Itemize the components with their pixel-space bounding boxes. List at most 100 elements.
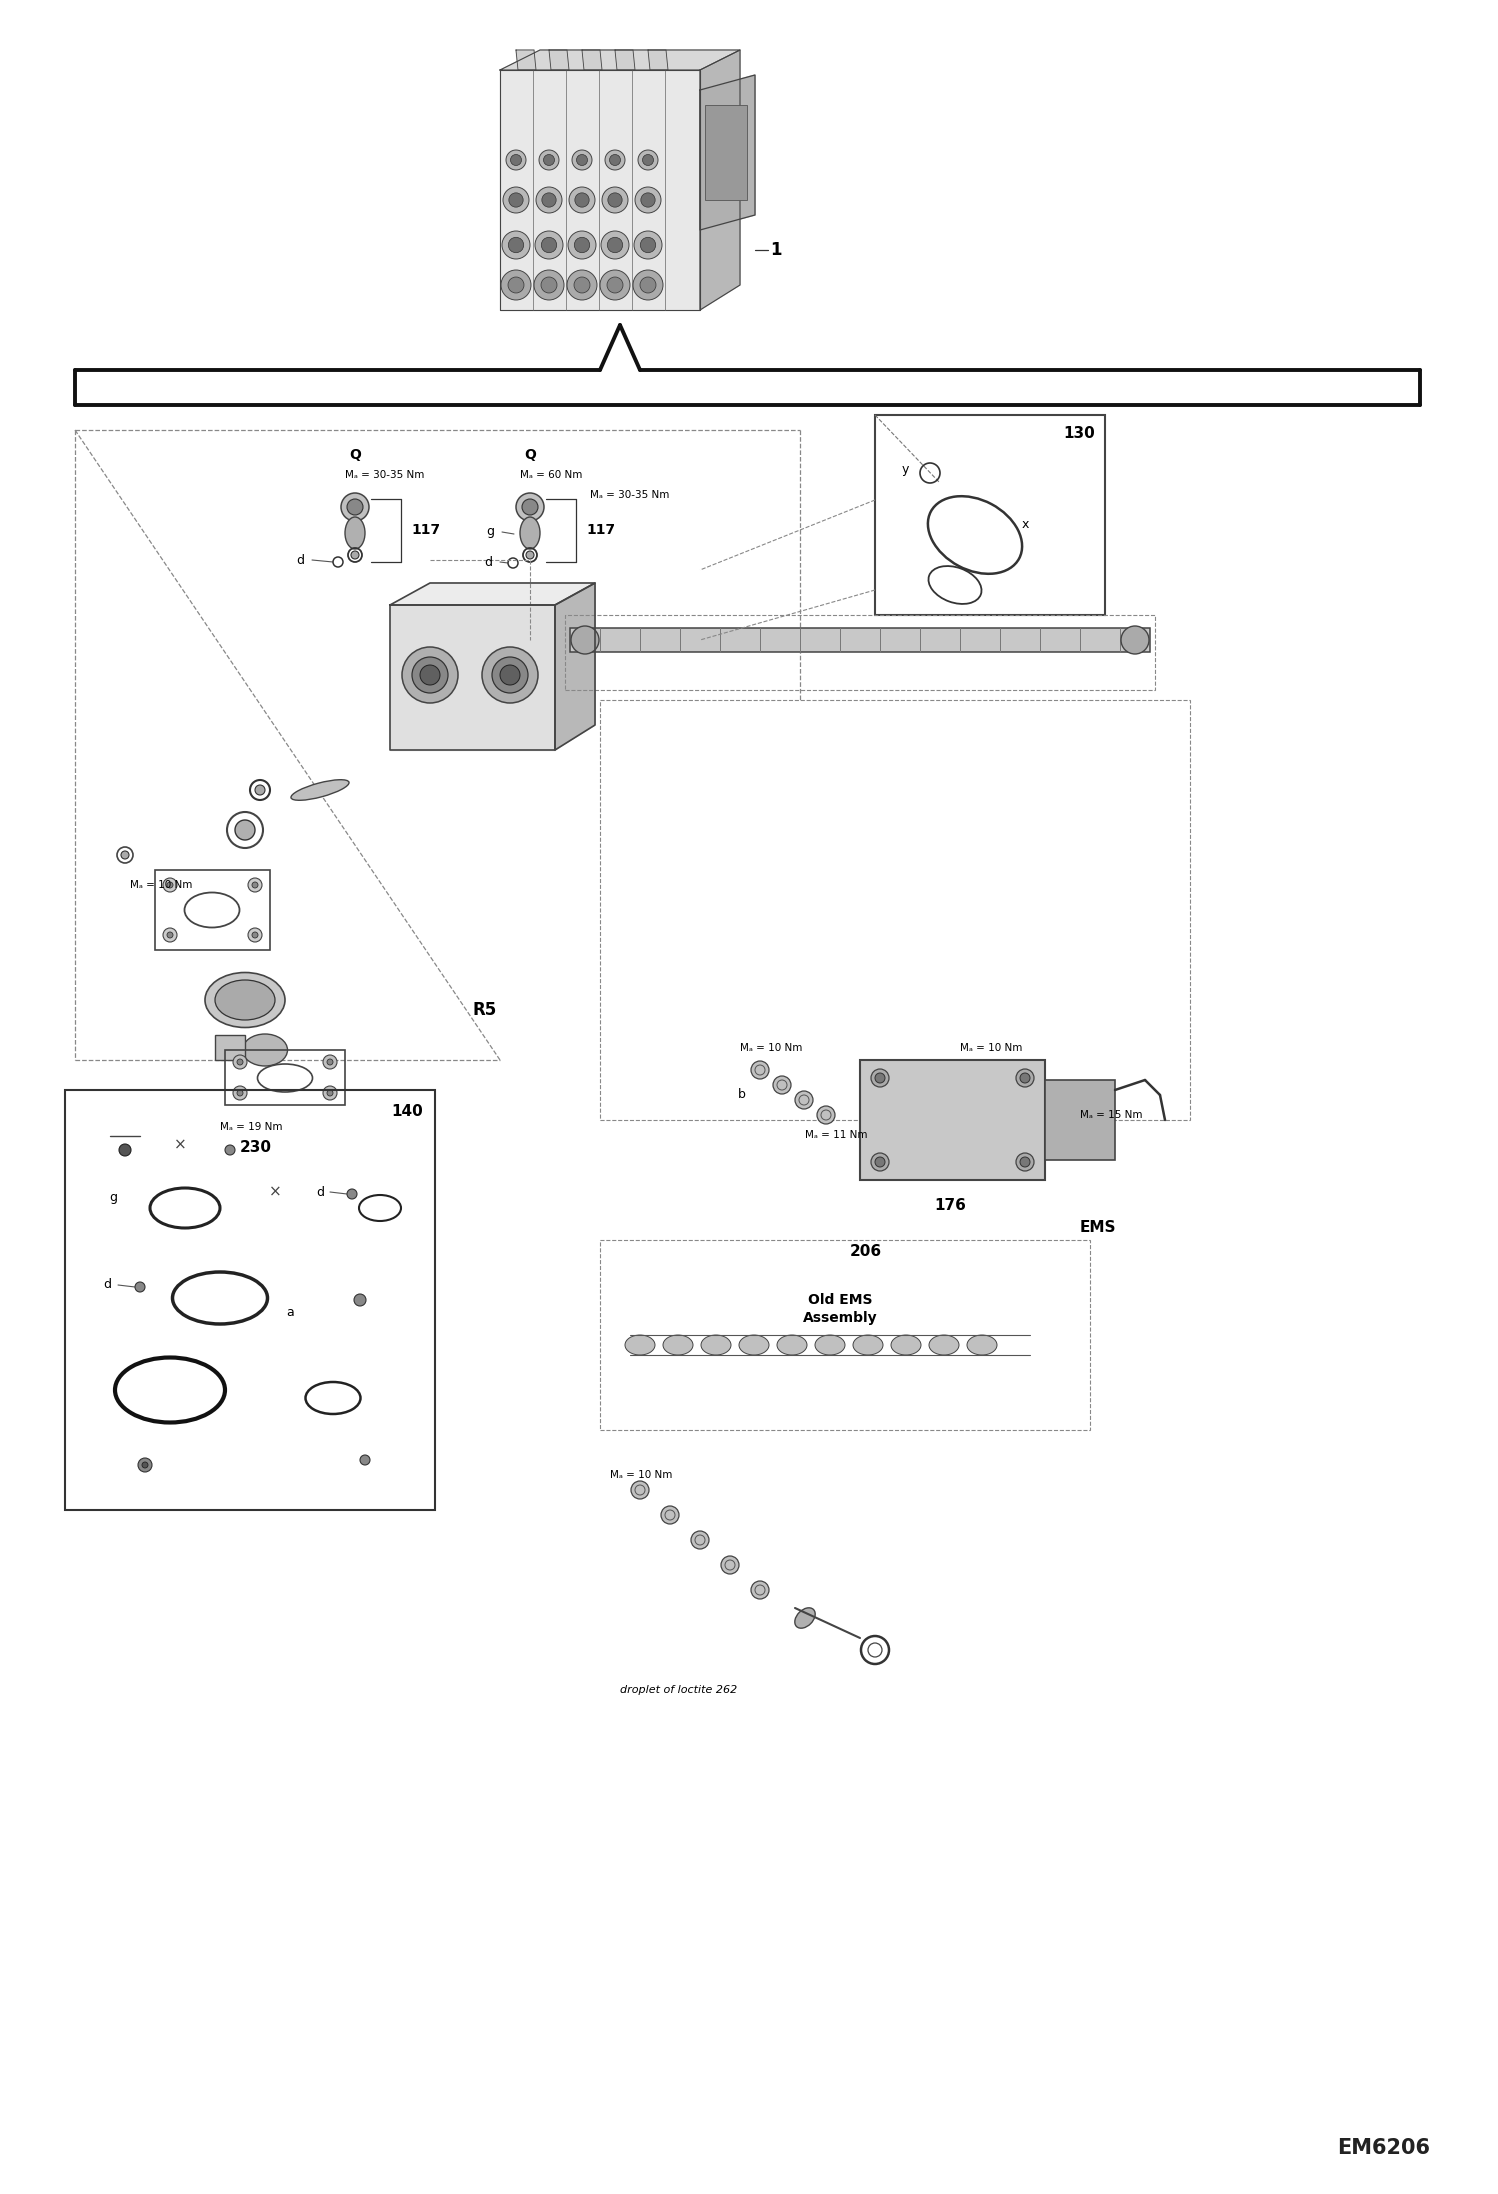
Circle shape — [482, 647, 538, 702]
Circle shape — [234, 1086, 247, 1099]
Circle shape — [249, 928, 262, 941]
Circle shape — [515, 494, 544, 520]
Circle shape — [225, 1145, 235, 1154]
Circle shape — [568, 270, 598, 301]
Bar — [860, 1060, 1046, 1180]
Text: d: d — [103, 1279, 111, 1292]
Circle shape — [235, 821, 255, 840]
Text: Mₐ = 10 Nm: Mₐ = 10 Nm — [130, 880, 192, 891]
Text: a: a — [286, 1305, 294, 1319]
Ellipse shape — [891, 1334, 921, 1356]
Circle shape — [533, 270, 565, 301]
Circle shape — [237, 1090, 243, 1097]
Ellipse shape — [701, 1334, 731, 1356]
Text: d: d — [297, 553, 304, 566]
Circle shape — [574, 276, 590, 294]
Circle shape — [691, 1531, 709, 1549]
Circle shape — [135, 1281, 145, 1292]
Circle shape — [1121, 625, 1149, 654]
Text: Mₐ = 30-35 Nm: Mₐ = 30-35 Nm — [345, 470, 424, 480]
Circle shape — [521, 498, 538, 516]
Circle shape — [360, 1455, 370, 1466]
Circle shape — [138, 1459, 151, 1472]
Polygon shape — [700, 75, 755, 230]
Circle shape — [575, 193, 589, 206]
Circle shape — [1016, 1154, 1034, 1172]
Text: EMS: EMS — [1080, 1220, 1116, 1235]
Circle shape — [544, 154, 554, 165]
Circle shape — [419, 665, 440, 685]
Text: Q: Q — [524, 448, 536, 463]
Text: R5: R5 — [473, 1000, 497, 1018]
Text: Mₐ = 60 Nm: Mₐ = 60 Nm — [520, 470, 583, 480]
Circle shape — [875, 1073, 885, 1084]
Polygon shape — [548, 50, 569, 70]
Circle shape — [541, 237, 557, 252]
Text: b: b — [739, 1088, 746, 1101]
Bar — [154, 871, 270, 950]
Ellipse shape — [968, 1334, 998, 1356]
Polygon shape — [616, 50, 635, 70]
Text: Old EMS: Old EMS — [807, 1292, 872, 1308]
Circle shape — [640, 276, 656, 294]
Text: ×: × — [268, 1185, 282, 1200]
Text: Mₐ = 30-35 Nm: Mₐ = 30-35 Nm — [590, 489, 670, 500]
Circle shape — [412, 656, 448, 693]
Circle shape — [142, 1461, 148, 1468]
Circle shape — [602, 186, 628, 213]
Circle shape — [816, 1106, 834, 1123]
Circle shape — [401, 647, 458, 702]
Circle shape — [607, 237, 623, 252]
Bar — [1046, 1079, 1115, 1161]
Circle shape — [351, 551, 360, 559]
Text: 206: 206 — [849, 1244, 882, 1259]
Circle shape — [163, 878, 177, 893]
Polygon shape — [554, 584, 595, 750]
Text: 1: 1 — [770, 241, 782, 259]
Text: 176: 176 — [935, 1198, 966, 1213]
Text: d: d — [316, 1185, 324, 1198]
Text: Mₐ = 11 Nm: Mₐ = 11 Nm — [804, 1130, 867, 1141]
Circle shape — [607, 276, 623, 294]
Circle shape — [163, 928, 177, 941]
Circle shape — [249, 878, 262, 893]
Circle shape — [255, 785, 265, 794]
Text: Mₐ = 10 Nm: Mₐ = 10 Nm — [740, 1042, 803, 1053]
Circle shape — [354, 1294, 366, 1305]
Circle shape — [508, 276, 524, 294]
Circle shape — [342, 494, 369, 520]
Text: g: g — [109, 1191, 117, 1205]
Circle shape — [506, 149, 526, 169]
Circle shape — [631, 1481, 649, 1499]
Circle shape — [541, 276, 557, 294]
Circle shape — [508, 237, 524, 252]
Circle shape — [635, 186, 661, 213]
Circle shape — [610, 154, 620, 165]
Bar — [601, 1240, 1091, 1430]
Text: Mₐ = 15 Nm: Mₐ = 15 Nm — [1080, 1110, 1143, 1119]
Circle shape — [536, 186, 562, 213]
Text: 130: 130 — [1064, 426, 1095, 441]
Circle shape — [601, 230, 629, 259]
Text: 117: 117 — [410, 522, 440, 538]
Circle shape — [327, 1090, 333, 1097]
Text: x: x — [1022, 518, 1029, 531]
Text: 117: 117 — [586, 522, 616, 538]
Ellipse shape — [345, 518, 366, 548]
Circle shape — [572, 149, 592, 169]
Circle shape — [511, 154, 521, 165]
Circle shape — [641, 193, 655, 206]
Text: Mₐ = 10 Nm: Mₐ = 10 Nm — [960, 1042, 1022, 1053]
Circle shape — [166, 882, 172, 889]
Text: droplet of loctite 262: droplet of loctite 262 — [620, 1685, 737, 1696]
Circle shape — [634, 270, 664, 301]
Ellipse shape — [291, 779, 349, 801]
Circle shape — [574, 237, 590, 252]
Text: 140: 140 — [391, 1104, 422, 1119]
Circle shape — [601, 270, 631, 301]
Polygon shape — [389, 584, 595, 606]
Polygon shape — [700, 50, 740, 309]
Circle shape — [569, 186, 595, 213]
Ellipse shape — [625, 1334, 655, 1356]
Circle shape — [870, 1068, 888, 1086]
